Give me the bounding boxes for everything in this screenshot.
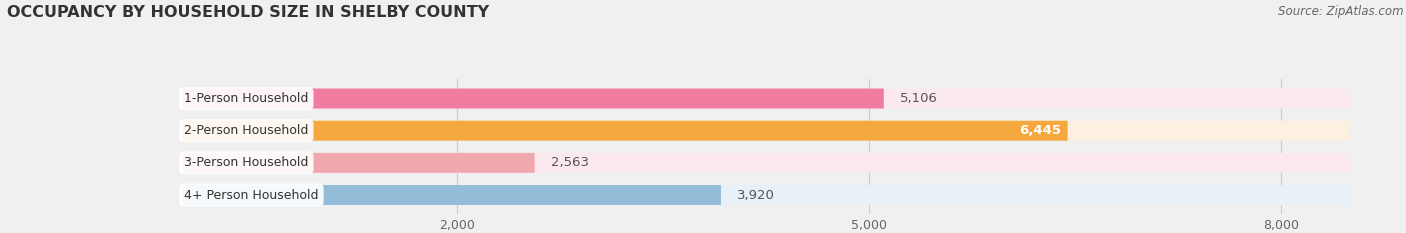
FancyBboxPatch shape xyxy=(183,89,884,109)
FancyBboxPatch shape xyxy=(183,185,1350,205)
FancyBboxPatch shape xyxy=(183,153,534,173)
FancyBboxPatch shape xyxy=(183,121,1350,141)
Text: OCCUPANCY BY HOUSEHOLD SIZE IN SHELBY COUNTY: OCCUPANCY BY HOUSEHOLD SIZE IN SHELBY CO… xyxy=(7,5,489,20)
Text: Source: ZipAtlas.com: Source: ZipAtlas.com xyxy=(1278,5,1403,18)
FancyBboxPatch shape xyxy=(183,185,721,205)
FancyBboxPatch shape xyxy=(183,121,1067,141)
Text: 6,445: 6,445 xyxy=(1019,124,1060,137)
Text: 3,920: 3,920 xyxy=(737,188,775,202)
Text: 5,106: 5,106 xyxy=(900,92,938,105)
FancyBboxPatch shape xyxy=(183,89,1350,109)
FancyBboxPatch shape xyxy=(183,153,1350,173)
Text: 3-Person Household: 3-Person Household xyxy=(184,156,308,169)
Text: 2,563: 2,563 xyxy=(551,156,589,169)
Text: 4+ Person Household: 4+ Person Household xyxy=(184,188,319,202)
Text: 2-Person Household: 2-Person Household xyxy=(184,124,308,137)
Text: 1-Person Household: 1-Person Household xyxy=(184,92,308,105)
